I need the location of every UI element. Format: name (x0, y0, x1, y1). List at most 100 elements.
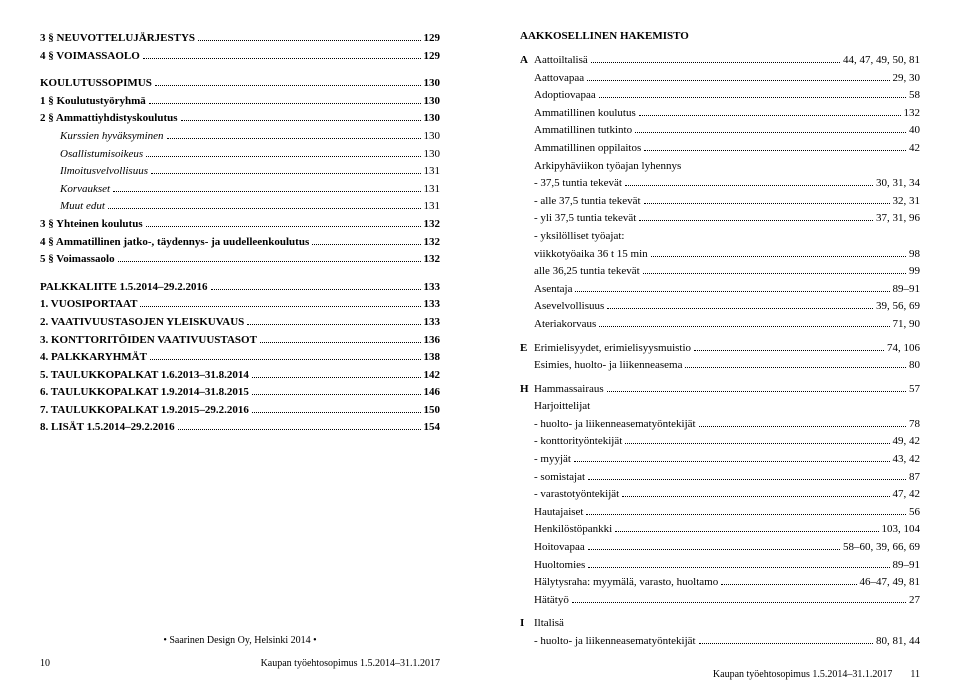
index-label: Ammatillinen oppilaitos (534, 140, 641, 158)
index-page: 58 (909, 87, 920, 105)
index-entry: IIltalisä (520, 615, 920, 633)
toc-entry: 1. VUOSIPORTAAT133 (40, 296, 440, 314)
toc-label: Osallistumisoikeus (60, 146, 143, 164)
index-label: Iltalisä (534, 615, 564, 633)
toc-label: PALKKALIITE 1.5.2014–29.2.2016 (40, 279, 208, 297)
index-label: - huolto- ja liikenneasematyöntekijät (534, 416, 696, 434)
leader-dots (143, 58, 421, 59)
toc-entry: 1 § Koulutustyöryhmä130 (40, 93, 440, 111)
index-label: Asevelvollisuus (534, 298, 604, 316)
index-label: - somistajat (534, 469, 585, 487)
leader-dots (639, 115, 901, 116)
index-group: HHammassairaus57 Harjoittelijat - huolto… (520, 381, 920, 610)
index-entry: - huolto- ja liikenneasematyöntekijät78 (520, 416, 920, 434)
index-entry: - huolto- ja liikenneasematyöntekijät80,… (520, 633, 920, 651)
leader-dots (622, 496, 889, 497)
toc-page: 129 (424, 48, 441, 66)
toc-page: 132 (424, 234, 441, 252)
index-label: - yli 37,5 tuntia tekevät (534, 210, 636, 228)
leader-dots (644, 203, 890, 204)
index-page: 74, 106 (887, 340, 920, 358)
index-label: Henkilöstöpankki (534, 521, 612, 539)
leader-dots (591, 62, 840, 63)
leader-dots (635, 132, 906, 133)
toc-page: 133 (424, 314, 441, 332)
toc-entry: 5 § Voimassaolo132 (40, 251, 440, 269)
footer-text: Kaupan työehtosopimus 1.5.2014–31.1.2017 (261, 658, 440, 669)
toc-entry: 6. TAULUKKOPALKAT 1.9.2014–31.8.2015 146 (40, 384, 440, 402)
leader-dots (651, 256, 906, 257)
leader-dots (146, 156, 420, 157)
leader-dots (574, 461, 890, 462)
right-footer: Kaupan työehtosopimus 1.5.2014–31.1.2017… (520, 657, 920, 680)
leader-dots (178, 429, 421, 430)
index-entry: HHammassairaus57 (520, 381, 920, 399)
toc-label: KOULUTUSSOPIMUS (40, 75, 152, 93)
leader-dots (252, 394, 421, 395)
toc-label: Muut edut (60, 198, 105, 216)
index-label: Aattoiltalisä (534, 52, 588, 70)
leader-dots (572, 602, 906, 603)
leader-dots (587, 80, 889, 81)
index-entry: Henkilöstöpankki103, 104 (520, 521, 920, 539)
index-label: - myyjät (534, 451, 571, 469)
leader-dots (625, 443, 889, 444)
index-page: 99 (909, 263, 920, 281)
index-entry: viikkotyöaika 36 t 15 min98 (520, 246, 920, 264)
leader-dots (198, 40, 420, 41)
leader-dots (588, 479, 906, 480)
toc-entry: 3 § Yhteinen koulutus132 (40, 216, 440, 234)
leader-dots (639, 220, 873, 221)
index-label: Hälytysraha: myymälä, varasto, huoltamo (534, 574, 718, 592)
index-page: 30, 31, 34 (876, 175, 920, 193)
index-page: 40 (909, 122, 920, 140)
index-page: 71, 90 (893, 316, 921, 334)
index-label: Adoptiovapaa (534, 87, 596, 105)
index-page: 32, 31 (893, 193, 921, 211)
leader-dots (625, 185, 873, 186)
toc-label: 6. TAULUKKOPALKAT 1.9.2014–31.8.2015 (40, 384, 249, 402)
leader-dots (113, 191, 420, 192)
footer-text: Kaupan työehtosopimus 1.5.2014–31.1.2017 (713, 669, 892, 680)
index-label: Ateriakorvaus (534, 316, 596, 334)
index-entry: - konttorityöntekijät49, 42 (520, 433, 920, 451)
index-label: Arkipyhäviikon työajan lyhennys (534, 158, 681, 176)
leader-dots (155, 85, 421, 86)
toc-page: 130 (424, 128, 441, 146)
toc-page: 133 (424, 296, 441, 314)
leader-dots (181, 120, 421, 121)
toc-entry: KOULUTUSSOPIMUS 130 (40, 75, 440, 93)
index-label: - varastotyöntekijät (534, 486, 619, 504)
index-letter: I (520, 615, 534, 633)
index-label: Huoltomies (534, 557, 585, 575)
index-page: 42 (909, 140, 920, 158)
toc-label: Kurssien hyväksyminen (60, 128, 164, 146)
toc-page: 146 (424, 384, 441, 402)
left-toc: 3 § NEUVOTTELUJÄRJESTYS1294 § VOIMASSAOL… (40, 30, 440, 545)
leader-dots (721, 584, 856, 585)
leader-dots (247, 324, 420, 325)
index-label: Erimielisyydet, erimielisyysmuistio (534, 340, 691, 358)
page-number: 11 (910, 669, 920, 680)
toc-label: 5 § Voimassaolo (40, 251, 115, 269)
leader-dots (575, 291, 889, 292)
index-group: EErimielisyydet, erimielisyysmuistio74, … (520, 340, 920, 375)
index-entry: Aattovapaa29, 30 (520, 70, 920, 88)
index-page: 132 (904, 105, 921, 123)
leader-dots (151, 173, 421, 174)
leader-dots (643, 273, 906, 274)
index-label: - yksilölliset työajat: (534, 228, 624, 246)
toc-label: 3 § NEUVOTTELUJÄRJESTYS (40, 30, 195, 48)
toc-entry: Korvaukset131 (40, 181, 440, 199)
toc-page: 130 (424, 75, 441, 93)
toc-entry: 4 § Ammatillinen jatko-, täydennys- ja u… (40, 234, 440, 252)
index-label: Ammatillinen tutkinto (534, 122, 632, 140)
toc-entry: 3 § NEUVOTTELUJÄRJESTYS129 (40, 30, 440, 48)
index-entry: Hätätyö27 (520, 592, 920, 610)
leader-dots (140, 306, 420, 307)
toc-entry: 7. TAULUKKOPALKAT 1.9.2015–29.2.2016150 (40, 402, 440, 420)
right-page: AAKKOSELLINEN HAKEMISTO AAattoiltalisä44… (480, 0, 960, 689)
index-entry: alle 36,25 tuntia tekevät99 (520, 263, 920, 281)
leader-dots (699, 643, 873, 644)
index-entry: Arkipyhäviikon työajan lyhennys (520, 158, 920, 176)
